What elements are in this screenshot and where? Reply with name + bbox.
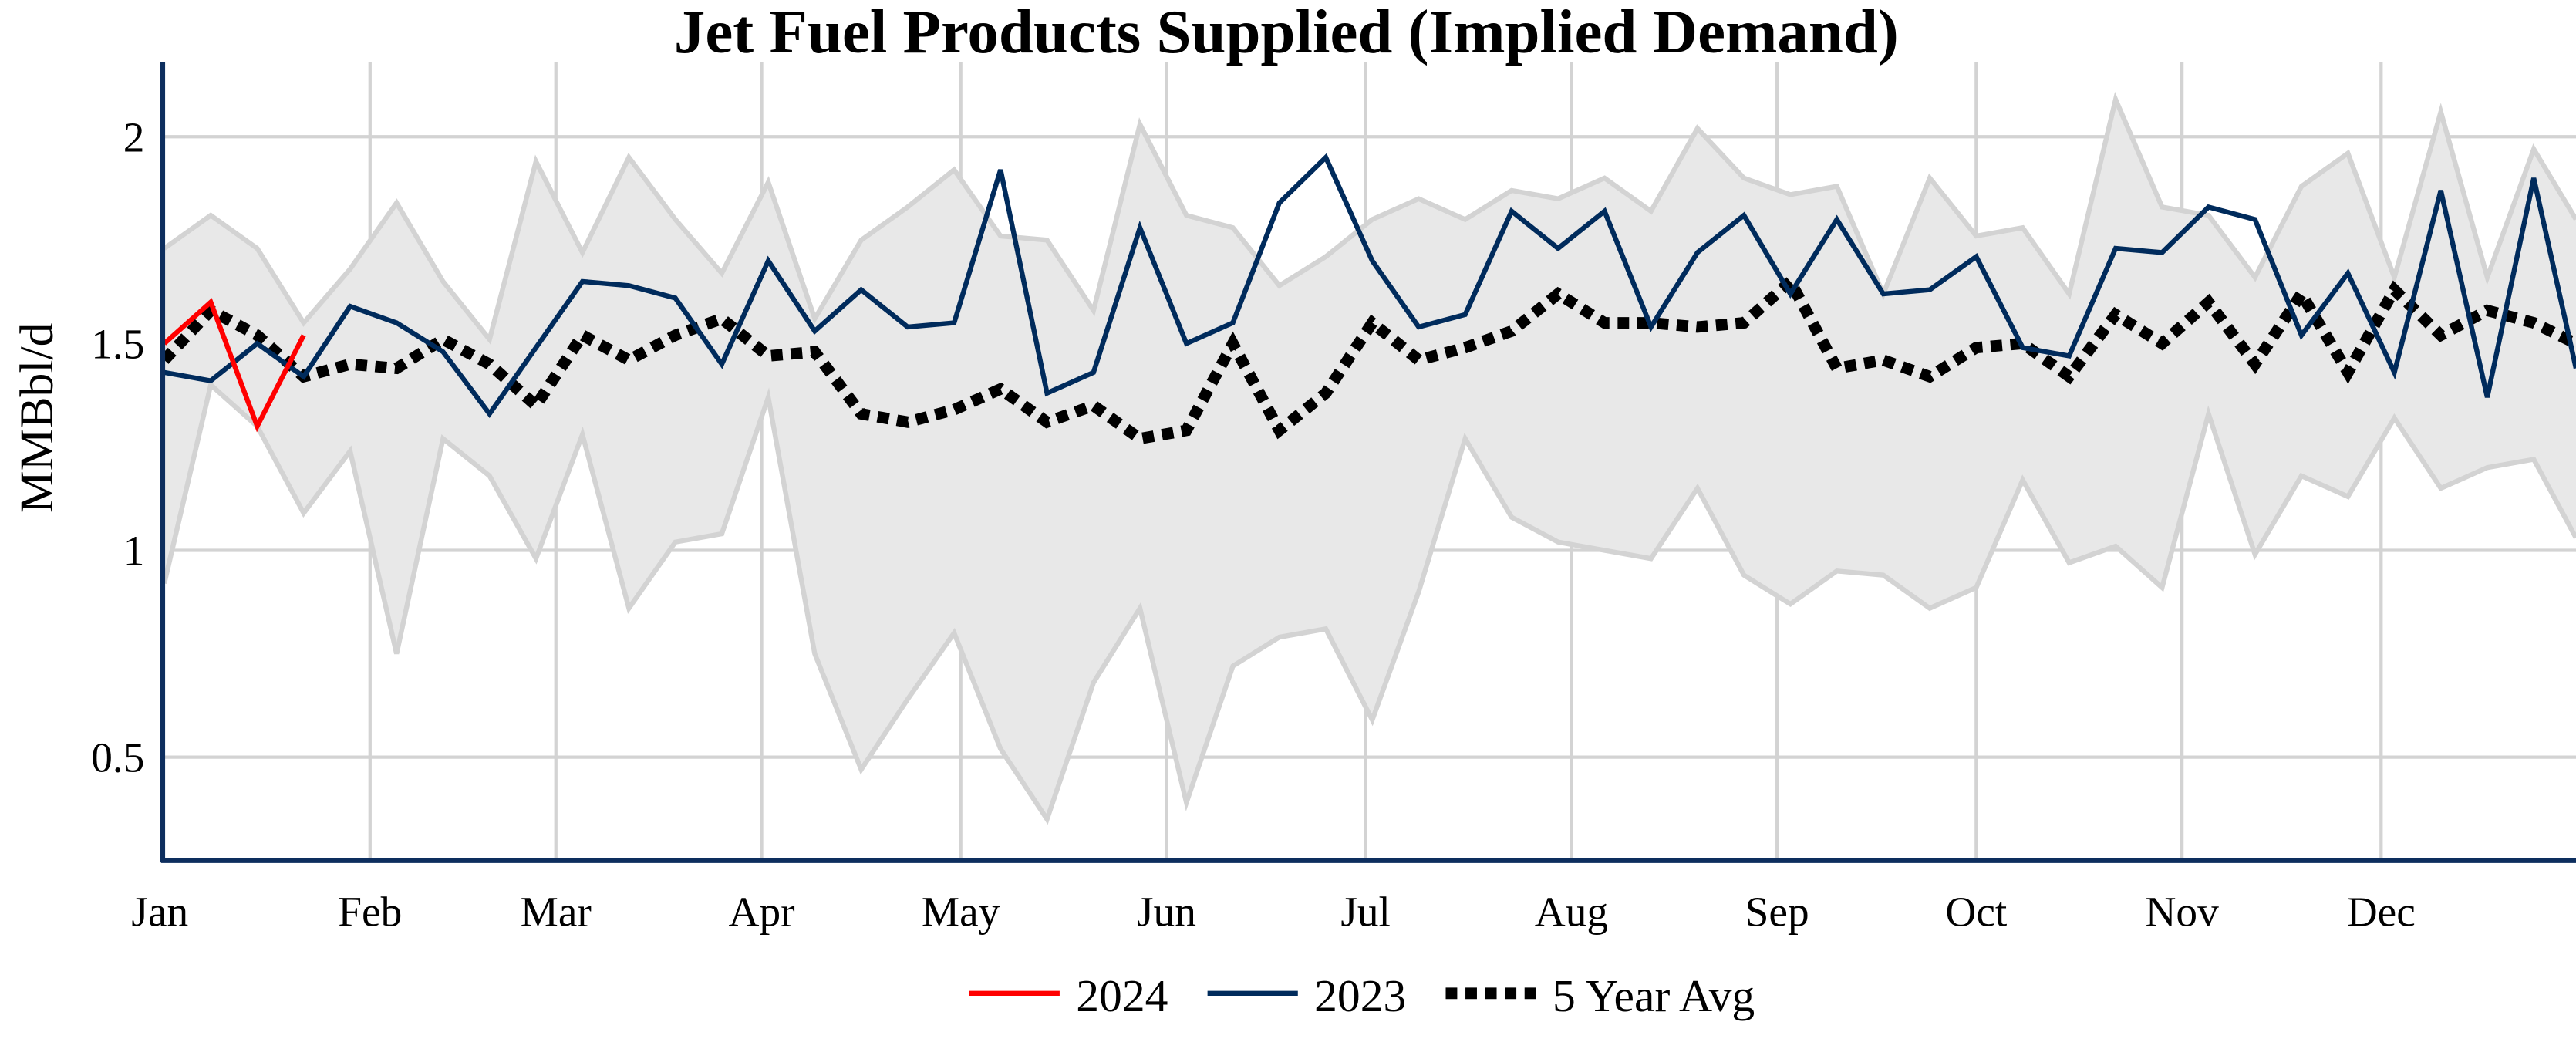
legend-label-2023: 2023 xyxy=(1314,970,1406,1021)
x-tick-label: Nov xyxy=(2145,889,2219,936)
x-tick-label: Oct xyxy=(1945,889,2008,936)
y-axis-label: MMBbl/d xyxy=(11,322,63,513)
range-min-line xyxy=(161,380,2576,825)
chart-title: Jet Fuel Products Supplied (Implied Dema… xyxy=(674,0,1899,66)
x-tick-label: Jan xyxy=(131,889,188,936)
legend: 2024 2023 5 Year Avg xyxy=(969,970,1755,1021)
series-lines xyxy=(160,153,2576,445)
y-tick-label: 2 xyxy=(123,113,145,160)
x-tick-label: Dec xyxy=(2347,889,2416,936)
x-tick-label: Feb xyxy=(338,889,402,936)
legend-label-5yr-avg: 5 Year Avg xyxy=(1553,970,1755,1021)
x-tick-label: Jul xyxy=(1340,889,1391,936)
y-tick-labels: 0.5 1 1.5 2 xyxy=(91,113,144,781)
x-tick-labels: Jan Feb Mar Apr May Jun Jul Aug Sep Oct Nov Dec xyxy=(131,889,2415,936)
x-tick-label: May xyxy=(922,889,1000,936)
range-max-line xyxy=(163,91,2576,345)
x-tick-label: Jun xyxy=(1137,889,1196,936)
y-tick-label: 1 xyxy=(123,528,145,575)
axes xyxy=(160,62,2576,863)
x-tick-label: Mar xyxy=(521,889,592,936)
x-tick-label: Apr xyxy=(728,889,794,936)
y-tick-label: 0.5 xyxy=(91,734,144,781)
range-band-area xyxy=(164,100,2576,820)
series-2024-line xyxy=(162,298,306,433)
series-5yr-avg-line xyxy=(160,272,2576,445)
legend-label-2024: 2024 xyxy=(1076,970,1168,1021)
x-tick-label: Sep xyxy=(1745,889,1809,936)
y-tick-label: 1.5 xyxy=(91,321,144,368)
series-2023-line xyxy=(164,153,2576,418)
x-tick-label: Aug xyxy=(1535,889,1608,936)
range-band xyxy=(161,91,2576,825)
